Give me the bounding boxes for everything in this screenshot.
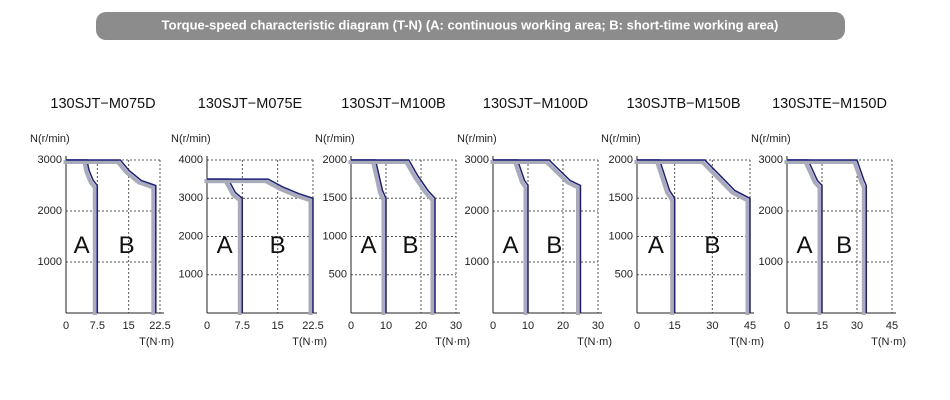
x-tick-label: 15 bbox=[272, 320, 284, 332]
x-tick-label: 7.5 bbox=[90, 320, 105, 332]
curve-shadow bbox=[204, 179, 313, 315]
y-tick-label: 1000 bbox=[179, 269, 203, 281]
x-tick-label: 15 bbox=[669, 320, 681, 332]
area-label: A bbox=[796, 232, 812, 259]
header-bar bbox=[96, 12, 845, 40]
y-tick-label: 2000 bbox=[609, 154, 633, 166]
y-tick-label: 2000 bbox=[323, 154, 347, 166]
x-tick-label: 22.5 bbox=[302, 320, 323, 332]
y-axis-label: N(r/min) bbox=[315, 133, 355, 145]
y-tick-label: 1500 bbox=[609, 192, 633, 204]
x-tick-label: 0 bbox=[490, 320, 496, 332]
area-label: A bbox=[648, 232, 664, 259]
area-label: A bbox=[74, 232, 90, 259]
y-axis-label: N(r/min) bbox=[171, 133, 211, 145]
curve bbox=[493, 159, 582, 313]
chart-title: 130SJTB−M150B bbox=[626, 96, 740, 112]
area-label: A bbox=[217, 232, 233, 259]
x-tick-label: 15 bbox=[123, 320, 135, 332]
chart-title: 130SJT−M100D bbox=[483, 96, 588, 112]
area-label: A bbox=[502, 232, 518, 259]
curve-shadow bbox=[634, 160, 750, 315]
y-tick-label: 3000 bbox=[759, 154, 783, 166]
y-tick-label: 3000 bbox=[465, 154, 489, 166]
x-tick-label: 0 bbox=[348, 320, 354, 332]
x-axis-label: T(N·m) bbox=[577, 336, 612, 348]
y-tick-label: 1000 bbox=[609, 230, 633, 242]
x-tick-label: 15 bbox=[816, 320, 828, 332]
y-axis-label: N(r/min) bbox=[457, 133, 497, 145]
y-tick-label: 2000 bbox=[38, 205, 62, 217]
x-tick-label: 0 bbox=[784, 320, 790, 332]
y-tick-label: 500 bbox=[615, 269, 633, 281]
curve bbox=[637, 159, 751, 313]
area-label: B bbox=[119, 232, 135, 259]
area-label: B bbox=[402, 232, 418, 259]
y-tick-label: 3000 bbox=[38, 154, 62, 166]
y-tick-label: 4000 bbox=[179, 154, 203, 166]
chart-title: 130SJT−M075D bbox=[50, 96, 155, 112]
x-axis-label: T(N·m) bbox=[435, 336, 470, 348]
x-tick-label: 30 bbox=[450, 320, 462, 332]
curve bbox=[207, 178, 314, 313]
x-tick-label: 30 bbox=[851, 320, 863, 332]
x-tick-label: 0 bbox=[634, 320, 640, 332]
header-title: Torque-speed characteristic diagram (T-N… bbox=[162, 17, 779, 32]
y-tick-label: 1000 bbox=[759, 256, 783, 268]
curve-shadow bbox=[348, 160, 435, 315]
y-axis-label: N(r/min) bbox=[601, 133, 641, 145]
curve bbox=[66, 159, 157, 313]
area-label: B bbox=[546, 232, 562, 259]
area-label: A bbox=[360, 232, 376, 259]
x-axis-label: T(N·m) bbox=[871, 336, 906, 348]
x-axis-label: T(N·m) bbox=[139, 336, 174, 348]
chart-title: 130SJT−M100B bbox=[341, 96, 445, 112]
curve bbox=[787, 159, 868, 313]
x-tick-label: 20 bbox=[415, 320, 427, 332]
x-axis-label: T(N·m) bbox=[729, 336, 764, 348]
curve-shadow bbox=[784, 160, 866, 315]
x-tick-label: 20 bbox=[557, 320, 569, 332]
y-tick-label: 500 bbox=[329, 269, 347, 281]
curve-shadow bbox=[490, 160, 580, 315]
area-label: B bbox=[270, 232, 286, 259]
y-tick-label: 1000 bbox=[465, 256, 489, 268]
x-tick-label: 0 bbox=[204, 320, 210, 332]
curve bbox=[351, 159, 436, 313]
area-label: B bbox=[836, 232, 852, 259]
chart-title: 130SJTE−M150D bbox=[772, 96, 887, 112]
y-axis-label: N(r/min) bbox=[30, 133, 70, 145]
y-tick-label: 1000 bbox=[323, 230, 347, 242]
x-tick-label: 30 bbox=[592, 320, 604, 332]
y-tick-label: 2000 bbox=[179, 230, 203, 242]
y-tick-label: 3000 bbox=[179, 192, 203, 204]
y-axis-label: N(r/min) bbox=[751, 133, 791, 145]
area-label: B bbox=[704, 232, 720, 259]
x-tick-label: 45 bbox=[744, 320, 756, 332]
x-tick-label: 45 bbox=[886, 320, 898, 332]
x-tick-label: 10 bbox=[522, 320, 534, 332]
y-tick-label: 2000 bbox=[465, 205, 489, 217]
y-tick-label: 1500 bbox=[323, 192, 347, 204]
chart-title: 130SJT−M075E bbox=[198, 96, 303, 112]
x-tick-label: 30 bbox=[706, 320, 718, 332]
x-tick-label: 0 bbox=[63, 320, 69, 332]
y-tick-label: 2000 bbox=[759, 205, 783, 217]
x-tick-label: 10 bbox=[380, 320, 392, 332]
x-tick-label: 22.5 bbox=[149, 320, 170, 332]
y-tick-label: 1000 bbox=[38, 256, 62, 268]
x-tick-label: 7.5 bbox=[235, 320, 250, 332]
curve-shadow bbox=[63, 160, 156, 315]
x-axis-label: T(N·m) bbox=[292, 336, 327, 348]
